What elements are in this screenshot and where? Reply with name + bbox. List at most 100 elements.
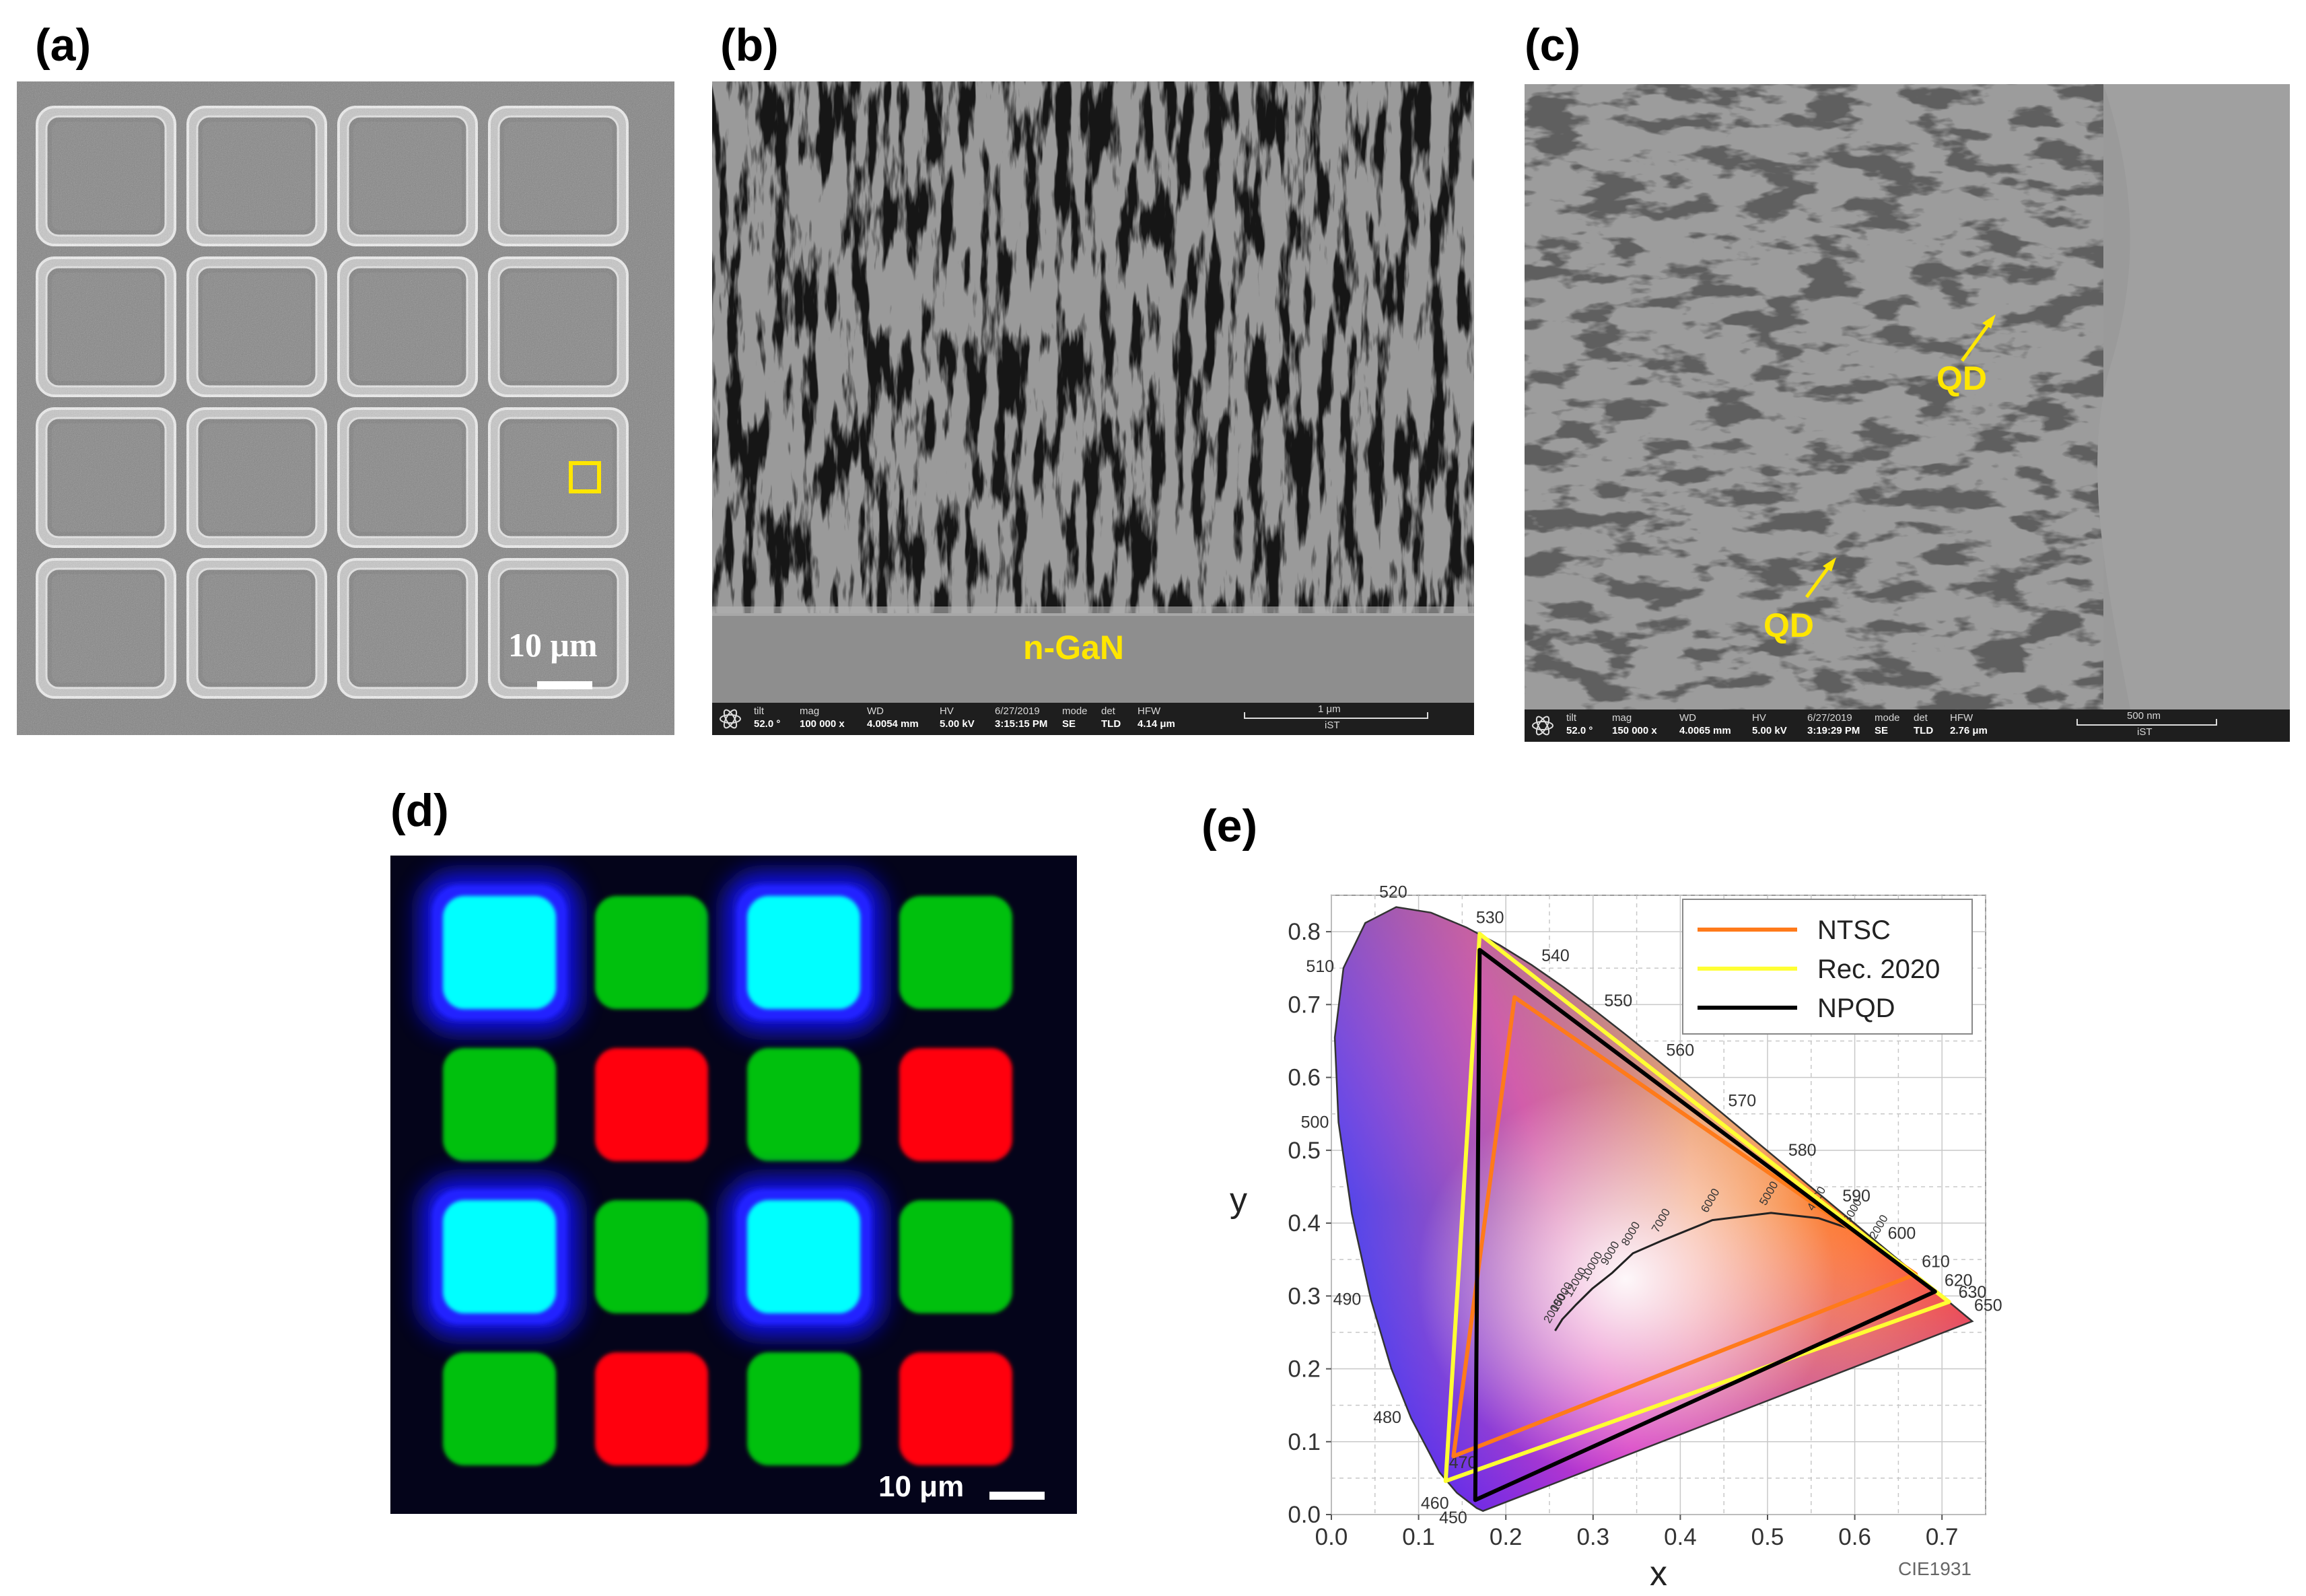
- pl-pixel-green: [595, 1200, 708, 1313]
- panel-label-e: (e): [1201, 800, 1258, 852]
- c-meta-scale-bar: [2076, 719, 2217, 726]
- sem-info-bar-c: tilt 52.0 ° mag 150 000 x WD 4.0065 mm HV 5.…: [1525, 709, 2290, 742]
- wavelength-label: 490: [1333, 1290, 1362, 1309]
- legend: NTSC Rec. 2020 NPQD: [1682, 899, 1973, 1035]
- legend-entry: NPQD: [1817, 994, 1895, 1023]
- meta-time: 3:15:15 PM: [995, 718, 1048, 730]
- wavelength-label: 510: [1306, 957, 1334, 976]
- x-tick-label: 0.4: [1664, 1524, 1697, 1550]
- qd-label-1: QD: [1936, 359, 1987, 397]
- meta-tilt-h: tilt: [754, 705, 764, 717]
- pl-pixel-green: [443, 1048, 556, 1161]
- ngan-label: n-GaN: [1023, 629, 1124, 666]
- y-tick-label: 0.0: [1288, 1502, 1321, 1528]
- wavelength-label: 500: [1301, 1113, 1329, 1132]
- c-meta-scale: 500 nm: [2127, 710, 2161, 722]
- wavelength-label: 450: [1439, 1508, 1467, 1527]
- planckian-locus: [1554, 1212, 1882, 1331]
- meta-mode-v: SE: [1062, 718, 1076, 730]
- sem-info-bar-b: tilt 52.0 ° mag 100 000 x WD 4.0054 mm HV 5.…: [712, 703, 1474, 735]
- wavelength-label: 530: [1476, 909, 1504, 928]
- legend-entry: Rec. 2020: [1817, 955, 1940, 984]
- panel-label-b: (b): [720, 20, 779, 71]
- x-tick-label: 0.0: [1315, 1524, 1348, 1550]
- y-tick-label: 0.7: [1288, 992, 1321, 1018]
- meta-tilt-v: 52.0 °: [754, 718, 781, 730]
- y-tick-label: 0.1: [1288, 1429, 1321, 1455]
- pl-pixel-cyan: [747, 1200, 860, 1313]
- atom-icon: [720, 709, 741, 729]
- x-axis-title: x: [1650, 1554, 1667, 1589]
- pl-pixel-green: [899, 1200, 1012, 1313]
- porous-gan-graphic: [712, 81, 1474, 703]
- square-array-graphic: [17, 81, 674, 735]
- c-meta-hv-v: 5.00 kV: [1752, 725, 1787, 736]
- pl-pixel-green: [595, 896, 708, 1009]
- meta-mag-v: 100 000 x: [800, 718, 845, 730]
- pl-pixel-red: [595, 1352, 708, 1465]
- meta-hv-v: 5.00 kV: [940, 718, 975, 730]
- gamut-triangle-ntsc: [1451, 995, 1918, 1459]
- c-meta-date: 6/27/2019: [1807, 712, 1852, 724]
- wavelength-label: 580: [1788, 1141, 1817, 1160]
- pl-pixel-red: [899, 1048, 1012, 1161]
- scale-text-a: 10 μm: [508, 626, 598, 664]
- y-tick-label: 0.2: [1288, 1356, 1321, 1383]
- wavelength-label: 550: [1604, 992, 1632, 1010]
- wavelength-label: 480: [1373, 1408, 1401, 1427]
- wavelength-label: 650: [1974, 1296, 2002, 1315]
- x-tick-label: 0.7: [1926, 1524, 1959, 1550]
- qd-label-2: QD: [1763, 606, 1814, 644]
- y-tick-label: 0.4: [1288, 1210, 1321, 1237]
- meta-hfw-v: 4.14 μm: [1138, 718, 1175, 730]
- y-tick-label: 0.5: [1288, 1138, 1321, 1164]
- c-meta-mag-v: 150 000 x: [1612, 725, 1657, 736]
- pl-pixel-red: [595, 1048, 708, 1161]
- c-meta-mag-h: mag: [1612, 712, 1632, 724]
- qd-pores-graphic: [1525, 84, 2290, 709]
- c-meta-time: 3:19:29 PM: [1807, 725, 1860, 736]
- wavelength-label: 630: [1959, 1283, 1987, 1302]
- c-meta-mode-h: mode: [1875, 712, 1900, 724]
- c-meta-hfw-h: HFW: [1950, 712, 1973, 724]
- c-meta-inst: iST: [2137, 726, 2153, 738]
- c-meta-hv-h: HV: [1752, 712, 1766, 724]
- panel-label-a: (a): [35, 20, 92, 71]
- x-tick-label: 0.2: [1490, 1524, 1523, 1550]
- highlight-box: [569, 461, 601, 493]
- pl-image-d: 10 μm: [390, 856, 1077, 1514]
- meta-det-v: TLD: [1101, 718, 1121, 730]
- x-tick-label: 0.6: [1838, 1524, 1871, 1550]
- wavelength-label: 600: [1888, 1224, 1916, 1243]
- sem-image-b: n-GaN tilt 52.0 ° mag 100 000 x WD 4.0054 m…: [712, 81, 1474, 735]
- c-meta-mode-v: SE: [1875, 725, 1889, 736]
- meta-det-h: det: [1101, 705, 1115, 717]
- c-meta-tilt-v: 52.0 °: [1566, 725, 1593, 736]
- cie-chart: 4504604704804905005105205305405505605705…: [1230, 882, 2002, 1589]
- c-meta-det-h: det: [1914, 712, 1928, 724]
- meta-hfw-h: HFW: [1138, 705, 1161, 717]
- atom-icon-c: [1532, 716, 1553, 736]
- wavelength-label: 620: [1945, 1272, 1973, 1290]
- wavelength-label: 590: [1842, 1187, 1871, 1206]
- pl-pixel-array: [420, 873, 1045, 1500]
- c-meta-wd-h: WD: [1679, 712, 1696, 724]
- y-axis-title: y: [1230, 1181, 1247, 1220]
- meta-mag-h: mag: [800, 705, 820, 717]
- pl-pixel-green: [747, 1352, 860, 1465]
- c-meta-det-v: TLD: [1914, 725, 1934, 736]
- meta-date: 6/27/2019: [995, 705, 1040, 717]
- pl-pixel-cyan: [443, 1200, 556, 1313]
- wavelength-label: 540: [1541, 946, 1570, 965]
- meta-inst: iST: [1325, 720, 1340, 731]
- cie-footer: CIE1931: [1898, 1558, 1971, 1579]
- x-tick-label: 0.5: [1751, 1524, 1784, 1550]
- meta-scale-bar: [1244, 712, 1428, 719]
- c-meta-hfw-v: 2.76 μm: [1950, 725, 1988, 736]
- wavelength-label: 460: [1421, 1494, 1449, 1513]
- meta-hv-h: HV: [940, 705, 954, 717]
- y-tick-label: 0.3: [1288, 1283, 1321, 1309]
- sem-image-a: 10 μm: [17, 81, 674, 735]
- pl-pixel-green: [899, 896, 1012, 1009]
- wavelength-label: 570: [1728, 1091, 1756, 1110]
